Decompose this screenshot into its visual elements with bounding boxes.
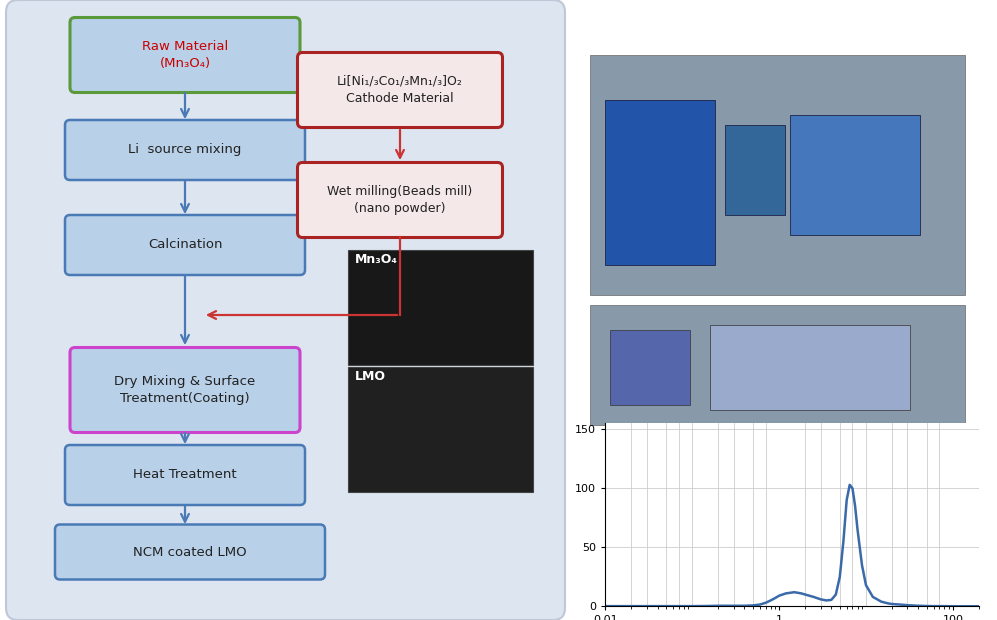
Text: Wet milling(Beads mill)
(nano powder): Wet milling(Beads mill) (nano powder) (327, 185, 473, 215)
Bar (710, 325, 910, 410)
FancyBboxPatch shape (297, 162, 502, 237)
Text: Calcination: Calcination (148, 239, 222, 252)
Text: NCM coated LMO: NCM coated LMO (134, 546, 247, 559)
Text: Dry Mixing & Surface
Treatment(Coating): Dry Mixing & Surface Treatment(Coating) (115, 375, 255, 405)
FancyBboxPatch shape (65, 215, 305, 275)
Bar (348, 367, 533, 492)
Text: Li[Ni₁/₃Co₁/₃Mn₁/₃]O₂
Cathode Material: Li[Ni₁/₃Co₁/₃Mn₁/₃]O₂ Cathode Material (337, 75, 463, 105)
Text: Li  source mixing: Li source mixing (129, 143, 241, 156)
Bar (348, 250, 533, 365)
Bar (725, 125, 785, 215)
Bar (605, 100, 715, 265)
FancyBboxPatch shape (55, 525, 325, 580)
Bar (790, 115, 920, 235)
Text: Raw Material
(Mn₃O₄): Raw Material (Mn₃O₄) (142, 40, 228, 70)
Bar (590, 55, 965, 295)
Text: Heat Treatment: Heat Treatment (134, 469, 237, 482)
FancyBboxPatch shape (6, 0, 565, 620)
FancyBboxPatch shape (65, 120, 305, 180)
Bar (610, 330, 690, 405)
FancyBboxPatch shape (70, 17, 300, 92)
FancyBboxPatch shape (65, 445, 305, 505)
FancyBboxPatch shape (297, 53, 502, 128)
FancyBboxPatch shape (70, 347, 300, 433)
Text: LMO: LMO (355, 370, 386, 383)
Bar (590, 305, 965, 425)
Text: Mn₃O₄: Mn₃O₄ (355, 253, 398, 266)
